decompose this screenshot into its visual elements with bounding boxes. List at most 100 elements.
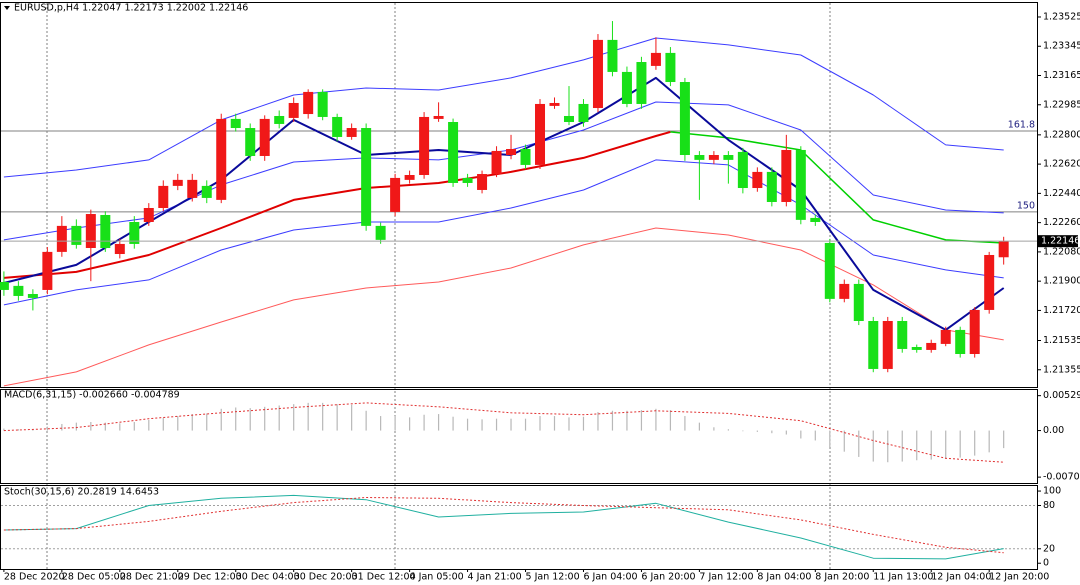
fibo-level-label: 161.8 xyxy=(1008,119,1035,130)
macd-bar xyxy=(177,416,179,431)
macd-bar xyxy=(814,430,816,441)
candle-body xyxy=(71,225,82,245)
candle-body xyxy=(766,171,777,202)
candle-body xyxy=(419,116,430,176)
menu-triangle[interactable] xyxy=(4,6,10,10)
y-tick-label: 1.22985 xyxy=(1043,99,1080,110)
candle-body xyxy=(13,285,24,296)
candle-body xyxy=(230,118,241,129)
candle-body xyxy=(897,320,908,349)
y-tick-label: 1.21720 xyxy=(1043,305,1080,316)
stoch-header: Stoch(30,15,6) 20.2819 14.6453 xyxy=(4,487,159,498)
macd-bar xyxy=(901,430,903,462)
candle-body xyxy=(563,115,574,123)
macd-bar xyxy=(568,417,570,431)
macd-bar xyxy=(655,408,657,431)
macd-bar xyxy=(365,410,367,431)
macd-bar xyxy=(829,430,831,448)
macd-bar xyxy=(858,430,860,457)
macd-bar xyxy=(872,430,874,462)
macd-bar xyxy=(307,402,309,431)
candle-body xyxy=(114,243,125,255)
candle-body xyxy=(752,171,763,189)
candle-body xyxy=(56,225,67,252)
x-tick-label: 5 Jan 12:00 xyxy=(526,572,580,583)
macd-bar xyxy=(17,429,19,431)
candle-body xyxy=(129,221,140,244)
candle-body xyxy=(245,128,256,156)
candle-body xyxy=(477,174,488,190)
candle-body xyxy=(911,347,922,350)
macd-bar xyxy=(133,421,135,431)
candle-body xyxy=(448,122,459,183)
candle-body xyxy=(621,71,632,104)
candle-body xyxy=(0,281,9,290)
y-tick-label: 0.00 xyxy=(1043,425,1064,436)
price-box xyxy=(1038,235,1078,248)
macd-bar xyxy=(597,412,599,431)
macd-bar xyxy=(959,430,961,458)
x-tick-label: 8 Jan 04:00 xyxy=(757,572,811,583)
x-tick-label: 12 Jan 04:00 xyxy=(931,572,991,583)
macd-bar xyxy=(756,430,758,432)
macd-bar xyxy=(191,414,193,431)
macd-bar xyxy=(611,410,614,431)
macd-bar xyxy=(988,430,990,453)
macd-bar xyxy=(409,417,411,431)
x-tick-label: 4 Jan 21:00 xyxy=(468,572,522,583)
macd-bar xyxy=(916,430,918,461)
candle-body xyxy=(984,254,995,310)
macd-bar xyxy=(640,410,643,431)
macd-bar xyxy=(351,404,353,431)
candle-body xyxy=(549,102,560,106)
x-tick-label: 30 Dec 20:00 xyxy=(294,572,358,583)
macd-bar xyxy=(423,414,425,431)
y-tick-label: 1.23525 xyxy=(1043,11,1080,22)
macd-bar xyxy=(437,414,440,431)
y-tick-label: 1.22800 xyxy=(1043,129,1080,140)
x-tick-label: 4 Jan 05:00 xyxy=(410,572,464,583)
y-tick-label: 100 xyxy=(1043,486,1061,497)
candle-body xyxy=(723,155,734,160)
y-tick-label: 1.21535 xyxy=(1043,335,1080,346)
macd-bar xyxy=(843,430,845,452)
macd-bar xyxy=(220,408,222,431)
main-panel-frame xyxy=(0,2,1038,388)
macd-bar xyxy=(394,416,396,431)
macd-bar xyxy=(293,404,295,431)
symbol-header: EURUSD,p,H4 1.22047 1.22173 1.22002 1.22… xyxy=(14,3,248,14)
candle-body xyxy=(506,148,517,156)
macd-panel-frame xyxy=(0,389,1038,484)
macd-bar xyxy=(524,418,527,431)
candle-body xyxy=(578,103,589,123)
x-tick-label: 12 Jan 20:00 xyxy=(989,572,1049,583)
y-tick-label: 0.005292 xyxy=(1043,390,1080,401)
candle-body xyxy=(42,251,53,290)
candle-body xyxy=(85,214,96,248)
y-tick-label: 1.21900 xyxy=(1043,276,1080,287)
candle-body xyxy=(955,329,966,354)
stoch-panel-frame xyxy=(0,485,1038,570)
candle-body xyxy=(868,320,879,369)
fibo-level-label: 150 xyxy=(1017,200,1035,211)
candle-body xyxy=(317,91,328,117)
candle-body xyxy=(303,91,314,115)
macd-bar xyxy=(930,430,932,460)
macd-bar xyxy=(32,429,34,431)
y-tick-label: -0.00706 xyxy=(1043,472,1080,483)
candle-body xyxy=(650,52,661,66)
candle-body xyxy=(853,283,864,321)
candle-body xyxy=(216,118,227,200)
y-tick-label: 1.23345 xyxy=(1043,41,1080,52)
macd-bar xyxy=(119,423,121,431)
macd-bar xyxy=(278,405,280,431)
macd-bar xyxy=(452,416,454,431)
macd-bar xyxy=(626,410,628,431)
candle-body xyxy=(520,148,531,165)
x-tick-label: 29 Dec 12:00 xyxy=(178,572,242,583)
candle-body xyxy=(940,329,951,344)
candle-body xyxy=(332,116,343,137)
macd-bar xyxy=(104,422,106,431)
